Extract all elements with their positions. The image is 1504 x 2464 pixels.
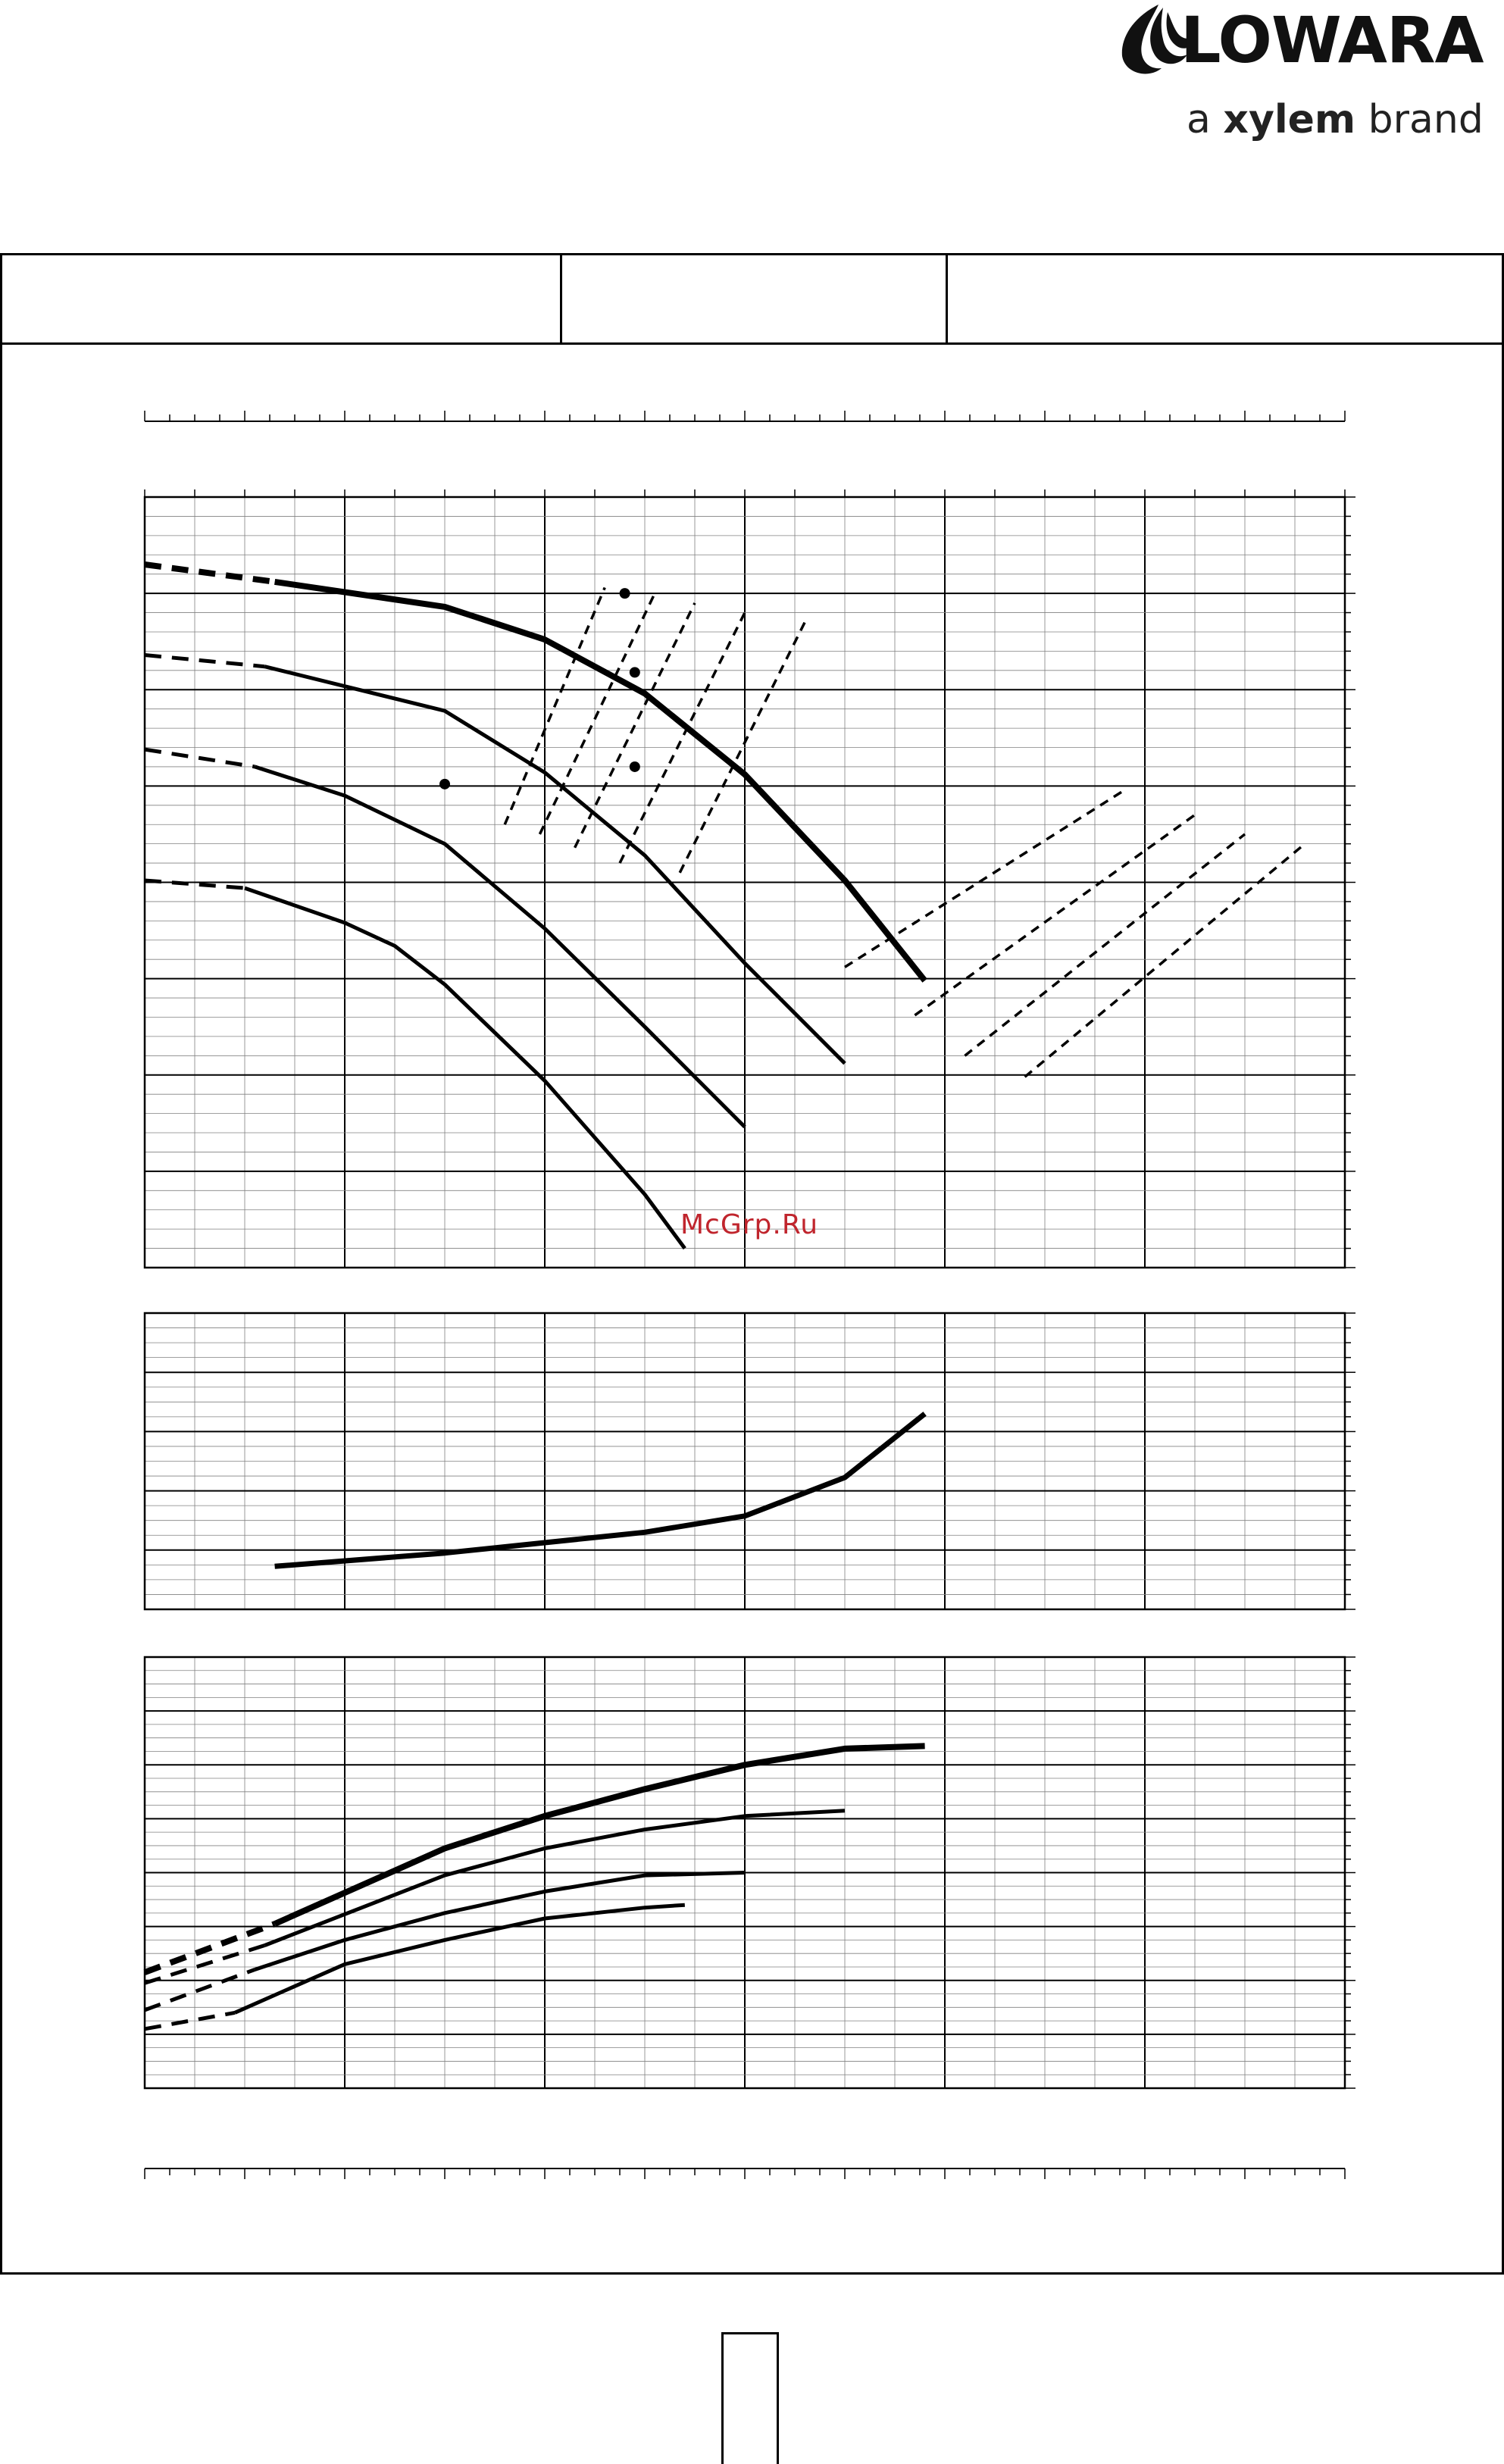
efficiency-point	[439, 778, 450, 790]
iso-efficiency-line	[574, 602, 696, 849]
header-cell-model	[2, 255, 562, 345]
panel-3-frame	[143, 1656, 1346, 2090]
head-curve-4	[244, 886, 686, 1250]
power-curve-2-dashed	[144, 1943, 266, 1985]
lowara-drop-icon	[1121, 5, 1196, 74]
head-curve-2	[264, 664, 846, 1065]
page-number-box	[721, 2332, 779, 2464]
iso-efficiency-line	[914, 814, 1196, 1017]
power-curve-4	[233, 1903, 685, 2015]
performance-curves-figure	[143, 411, 1355, 2179]
efficiency-point	[629, 667, 640, 678]
head-curve-3-dashed	[144, 747, 255, 769]
iso-efficiency-line	[1024, 843, 1306, 1078]
watermark-text: McGrp.Ru	[680, 1209, 819, 1240]
header-cell-info	[948, 255, 1502, 345]
power-curve-3-dashed	[144, 1968, 256, 2012]
head-curve-2-dashed	[144, 653, 265, 669]
power-curve-3	[254, 1871, 746, 1972]
panel-2-frame	[143, 1312, 1346, 1611]
efficiency-point	[619, 588, 630, 599]
brand-name: LOWARA	[1180, 3, 1484, 77]
head-curve-1-dashed	[144, 561, 276, 585]
head-curve-3	[254, 765, 746, 1129]
power-curve-1	[273, 1743, 925, 1927]
power-curve-4-dashed	[144, 2010, 236, 2031]
header-cell-speed	[562, 255, 948, 345]
iso-efficiency-line	[503, 586, 606, 825]
head-curve-1	[274, 578, 927, 983]
lowara-logo	[1049, 0, 1504, 167]
iso-efficiency-line	[538, 593, 656, 835]
head-curve-4-dashed	[144, 878, 245, 890]
npsh-curve	[274, 1412, 927, 1569]
power-curve-1-dashed	[143, 1921, 276, 1975]
brand-tagline: a xylem brand	[1187, 97, 1484, 142]
datasheet-frame	[0, 253, 1504, 2275]
iso-efficiency-line	[964, 833, 1246, 1057]
iso-efficiency-line	[844, 788, 1126, 968]
efficiency-point	[629, 761, 640, 772]
iso-efficiency-line	[618, 611, 746, 864]
power-curve-2	[264, 1809, 846, 1947]
